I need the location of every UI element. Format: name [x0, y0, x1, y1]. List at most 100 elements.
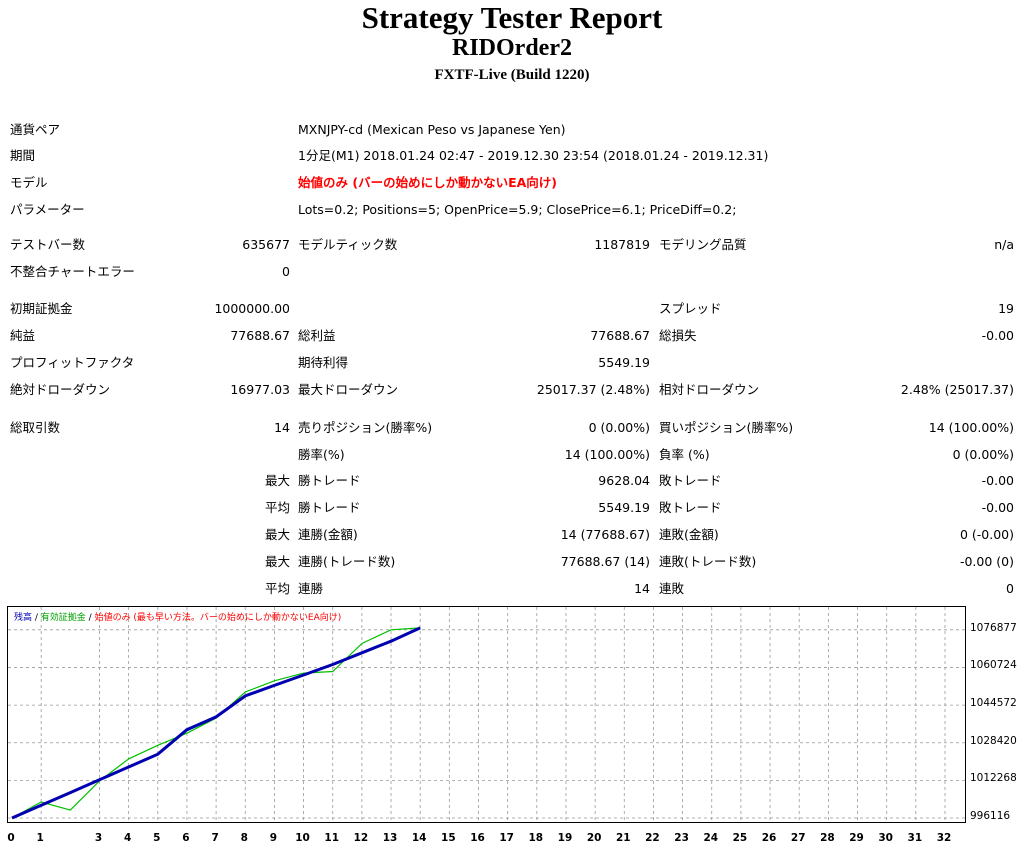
net-profit-label: 純益: [10, 328, 36, 343]
x-tick-label: 11: [324, 832, 340, 844]
avg-cons-win-label: 連勝: [298, 581, 324, 596]
x-tick-label: 7: [211, 832, 219, 844]
avg-loss-label: 敗トレード: [659, 500, 722, 515]
x-tick-label: 14: [411, 832, 427, 844]
balance-chart: [7, 606, 966, 823]
cons-win-count-value: 77688.67 (14): [560, 554, 650, 569]
y-tick-label: 1060724: [970, 659, 1017, 672]
ticks-label: モデルティック数: [298, 237, 398, 252]
period-label: 期間: [10, 148, 36, 163]
x-tick-label: 13: [382, 832, 398, 844]
x-tick-label: 30: [878, 832, 893, 844]
max-loss-label: 敗トレード: [659, 473, 722, 488]
abs-drawdown-value: 16977.03: [230, 382, 290, 397]
max-win-value: 9628.04: [598, 473, 650, 488]
x-tick-label: 28: [820, 832, 835, 844]
balance-chart-svg: [8, 607, 965, 822]
y-tick-label: 1028420: [970, 734, 1017, 747]
total-trades-value: 14: [274, 420, 290, 435]
max-prefix: 最大: [264, 473, 290, 488]
chart-legend: 残高 / 有効証拠金 / 始値のみ (最も早い方法。バーの始めにしか動かないEA…: [14, 610, 341, 623]
model-value: 始値のみ (バーの始めにしか動かないEA向け): [298, 175, 557, 190]
ticks-value: 1187819: [594, 237, 650, 252]
server-name: FXTF-Live (Build 1220): [434, 67, 590, 83]
symbol-label: 通貨ペア: [10, 122, 61, 137]
x-tick-label: 21: [615, 832, 631, 844]
bars-value: 635677: [242, 237, 290, 252]
x-tick-label: 16: [470, 832, 485, 844]
total-trades-label: 総取引数: [10, 420, 61, 435]
x-tick-label: 6: [182, 832, 190, 844]
x-tick-label: 32: [936, 832, 952, 844]
x-tick-label: 18: [528, 832, 544, 844]
x-tick-label: 27: [790, 832, 806, 844]
expected-payoff-label: 期待利得: [298, 355, 349, 370]
x-tick-label: 31: [907, 832, 923, 844]
max-win-label: 勝トレード: [298, 473, 361, 488]
y-tick-label: 1044572: [970, 697, 1017, 710]
max-drawdown-value: 25017.37 (2.48%): [536, 382, 650, 397]
avg-loss-value: -0.00: [981, 500, 1014, 515]
x-tick-label: 22: [645, 832, 660, 844]
x-tick-label: 12: [353, 832, 369, 844]
avg-win-value: 5549.19: [598, 500, 650, 515]
cons-loss-amount-value: 0 (-0.00): [959, 527, 1014, 542]
legend-balance: 残高: [14, 613, 33, 623]
loss-rate-label: 負率 (%): [659, 447, 710, 462]
deposit-label: 初期証拠金: [10, 301, 73, 316]
spread-value: 19: [998, 301, 1014, 316]
y-tick-label: 996116: [970, 810, 1011, 822]
long-positions-label: 買いポジション(勝率%): [659, 420, 794, 435]
max-prefix-2: 最大: [264, 527, 290, 542]
cons-loss-count-value: -0.00 (0): [959, 554, 1014, 569]
x-tick-label: 24: [703, 832, 719, 844]
cons-win-count-label: 連勝(トレード数): [298, 554, 396, 569]
x-tick-label: 26: [761, 832, 777, 844]
win-rate-value: 14 (100.00%): [564, 447, 650, 462]
abs-drawdown-label: 絶対ドローダウン: [10, 382, 111, 397]
win-rate-label: 勝率(%): [298, 447, 345, 462]
x-tick-label: 4: [123, 832, 132, 844]
gross-loss-value: -0.00: [981, 328, 1014, 343]
net-profit-value: 77688.67: [230, 328, 290, 343]
series-balance-line: [11, 626, 421, 820]
x-tick-label: 1: [36, 832, 44, 844]
x-tick-label: 20: [586, 832, 602, 844]
rel-drawdown-value: 2.48% (25017.37): [900, 382, 1014, 397]
x-tick-label: 9: [269, 832, 278, 844]
gross-loss-label: 総損失: [659, 328, 697, 343]
cons-loss-amount-label: 連敗(金額): [659, 527, 719, 542]
x-tick-label: 17: [499, 832, 514, 844]
max-drawdown-label: 最大ドローダウン: [298, 382, 399, 397]
y-tick-label: 1076877: [970, 621, 1017, 634]
legend-separator: /: [32, 613, 41, 623]
x-tick-label: 3: [94, 832, 103, 844]
spread-label: スプレッド: [659, 301, 722, 316]
avg-cons-win-value: 14: [634, 581, 650, 596]
avg-cons-loss-value: 0: [1006, 581, 1014, 596]
cons-loss-count-label: 連敗(トレード数): [659, 554, 757, 569]
mismatch-label: 不整合チャートエラー: [10, 264, 135, 279]
profit-factor-label: プロフィットファクタ: [10, 355, 135, 370]
legend-equity: 有効証拠金: [40, 613, 86, 623]
symbol-value: MXNJPY-cd (Mexican Peso vs Japanese Yen): [298, 122, 566, 137]
x-tick-label: 0: [7, 832, 15, 844]
cons-win-amount-label: 連勝(金額): [298, 527, 358, 542]
period-value: 1分足(M1) 2018.01.24 02:47 - 2019.12.30 23…: [298, 148, 769, 163]
legend-separator: /: [85, 613, 95, 623]
expected-payoff-value: 5549.19: [598, 355, 650, 370]
x-tick-label: 29: [849, 832, 864, 844]
params-label: パラメーター: [10, 202, 85, 217]
avg-win-label: 勝トレード: [298, 500, 361, 515]
x-tick-label: 10: [295, 832, 310, 844]
bars-label: テストバー数: [10, 237, 86, 252]
x-tick-label: 23: [674, 832, 689, 844]
short-positions-value: 0 (0.00%): [588, 420, 650, 435]
avg-prefix: 平均: [264, 500, 290, 515]
x-tick-label: 15: [441, 832, 456, 844]
ea-name: RIDOrder2: [452, 35, 572, 61]
quality-value: n/a: [994, 237, 1014, 252]
gross-profit-label: 総利益: [298, 328, 336, 343]
model-label: モデル: [10, 175, 48, 190]
report-title: Strategy Tester Report: [361, 0, 663, 35]
